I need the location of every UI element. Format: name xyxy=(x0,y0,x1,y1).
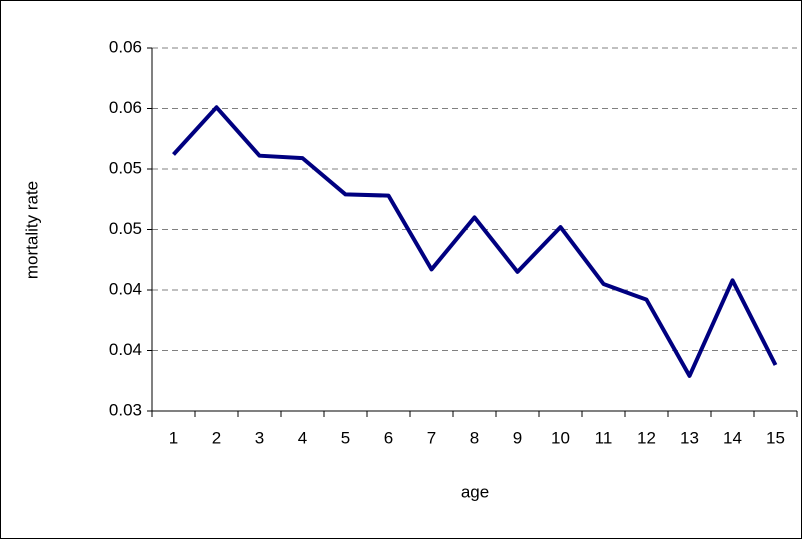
x-tick-label: 1 xyxy=(169,428,178,447)
x-tick-label: 9 xyxy=(513,428,522,447)
x-tick-label: 5 xyxy=(341,428,350,447)
x-tick-label: 3 xyxy=(255,428,264,447)
x-tick-label: 8 xyxy=(470,428,479,447)
x-tick-label: 11 xyxy=(595,428,613,447)
x-tick-label: 15 xyxy=(766,428,785,447)
y-tick-label: 0.05 xyxy=(109,219,142,238)
x-tick-label: 4 xyxy=(298,428,307,447)
x-tick-label: 12 xyxy=(637,428,656,447)
y-tick-label: 0.04 xyxy=(109,340,142,359)
y-tick-label: 0.04 xyxy=(109,279,142,298)
y-tick-label: 0.06 xyxy=(109,37,142,56)
series-line xyxy=(172,105,778,378)
x-tick-label: 6 xyxy=(384,428,393,447)
x-axis-label: age xyxy=(461,482,489,501)
y-axis-label: mortality rate xyxy=(22,181,41,279)
y-tick-label: 0.03 xyxy=(109,400,142,419)
y-tick-label: 0.06 xyxy=(109,98,142,117)
x-tick-label: 13 xyxy=(680,428,699,447)
x-tick-label: 2 xyxy=(212,428,221,447)
x-tick-label: 10 xyxy=(551,428,570,447)
x-tick-label: 7 xyxy=(427,428,436,447)
x-tick-label: 14 xyxy=(723,428,742,447)
y-tick-label: 0.05 xyxy=(109,158,142,177)
